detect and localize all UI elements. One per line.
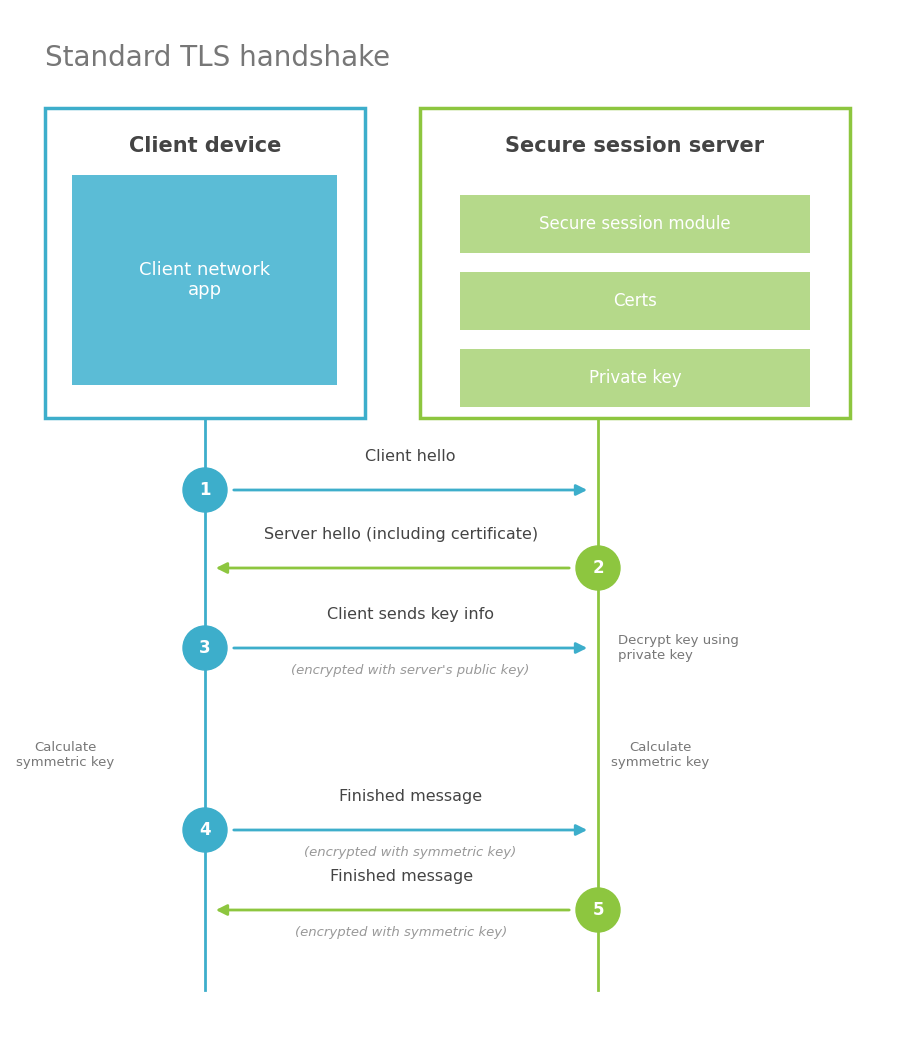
Text: 3: 3 <box>199 639 211 657</box>
Circle shape <box>576 888 620 932</box>
Text: Secure session module: Secure session module <box>539 215 731 233</box>
Text: 1: 1 <box>199 481 211 499</box>
Text: 2: 2 <box>592 559 604 577</box>
Bar <box>72 175 337 385</box>
Text: Client hello: Client hello <box>365 449 455 464</box>
Text: 5: 5 <box>592 901 604 919</box>
Bar <box>460 349 810 407</box>
Text: Client device: Client device <box>129 136 281 156</box>
Bar <box>420 108 850 418</box>
Bar <box>460 272 810 330</box>
Text: Server hello (including certificate): Server hello (including certificate) <box>265 527 538 542</box>
Text: (encrypted with symmetric key): (encrypted with symmetric key) <box>304 846 517 859</box>
Text: Secure session server: Secure session server <box>506 136 765 156</box>
Text: Finished message: Finished message <box>330 869 473 884</box>
Text: Finished message: Finished message <box>339 789 482 804</box>
Circle shape <box>183 626 227 670</box>
Circle shape <box>183 468 227 512</box>
Text: Client network
app: Client network app <box>139 260 270 299</box>
Text: Decrypt key using
private key: Decrypt key using private key <box>618 634 739 662</box>
Text: Client sends key info: Client sends key info <box>327 607 494 622</box>
Text: Calculate
symmetric key: Calculate symmetric key <box>16 741 114 769</box>
Text: Certs: Certs <box>613 292 657 310</box>
Text: Calculate
symmetric key: Calculate symmetric key <box>611 741 709 769</box>
Text: Standard TLS handshake: Standard TLS handshake <box>45 44 390 72</box>
Bar <box>460 195 810 253</box>
Text: 4: 4 <box>199 821 211 839</box>
Text: (encrypted with symmetric key): (encrypted with symmetric key) <box>295 926 508 940</box>
Text: (encrypted with server's public key): (encrypted with server's public key) <box>292 664 530 677</box>
Text: Private key: Private key <box>589 369 681 387</box>
Circle shape <box>183 808 227 852</box>
Circle shape <box>576 546 620 590</box>
Bar <box>45 108 365 418</box>
